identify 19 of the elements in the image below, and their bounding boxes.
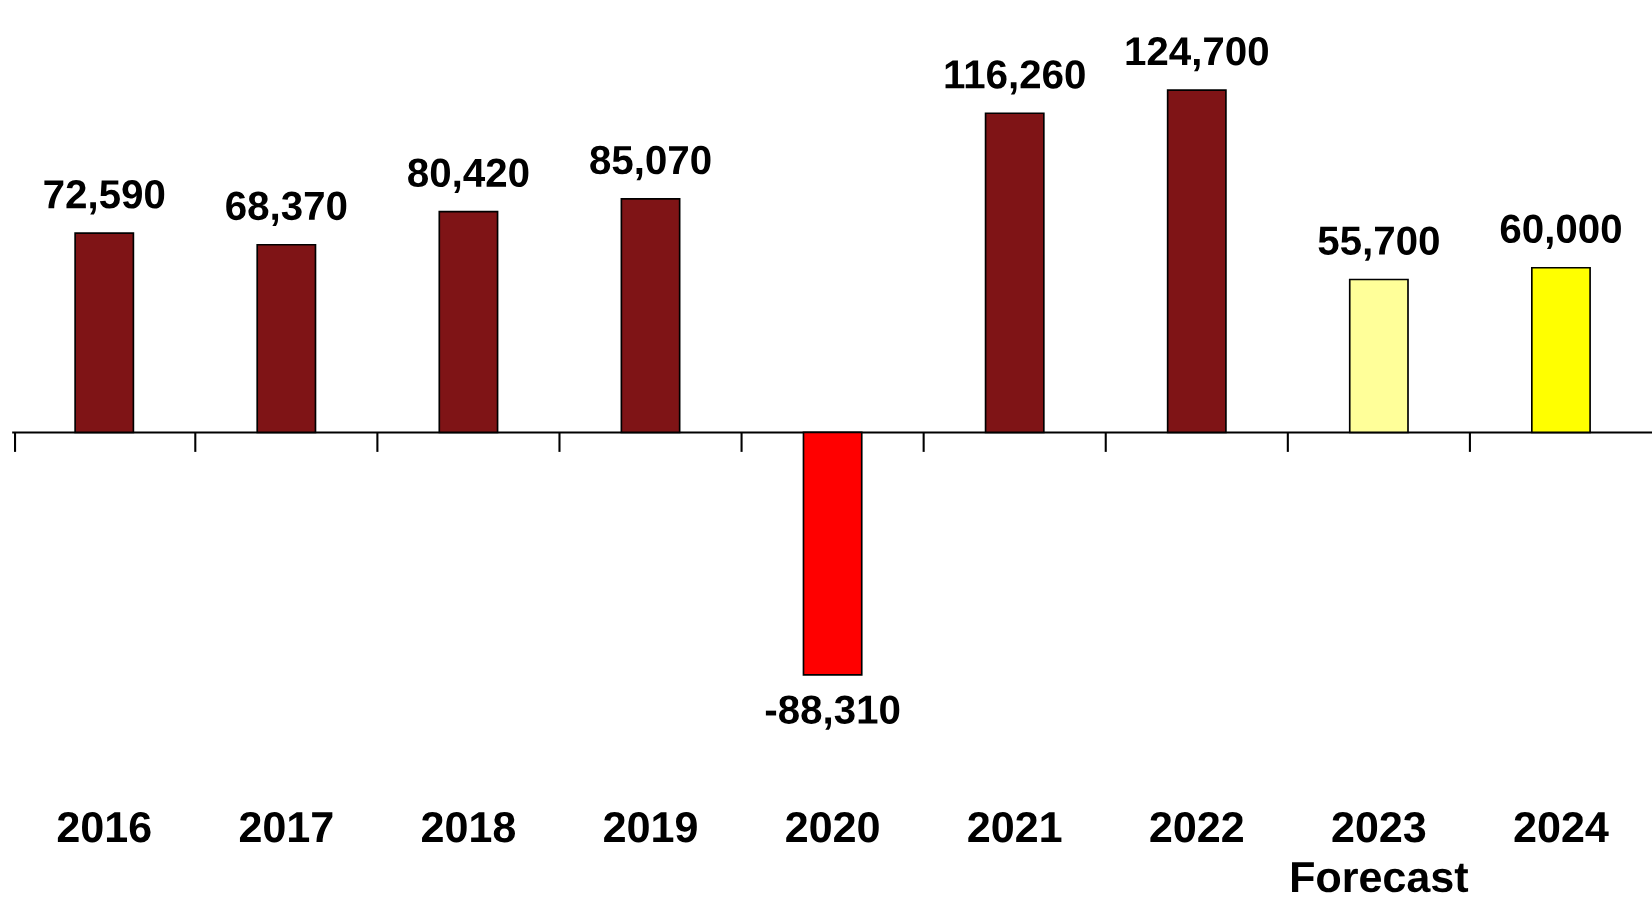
data-label: 55,700 xyxy=(1318,226,1439,261)
text: Forecast xyxy=(1292,862,1469,893)
x-tick-label: 2017 xyxy=(239,811,333,843)
x-tick-label: 2020 xyxy=(786,811,879,843)
data-label: 85,070 xyxy=(590,145,711,181)
data-label: -88,310 xyxy=(765,695,900,730)
data-label: 60,000 xyxy=(1500,214,1621,249)
data-label: 124,700 xyxy=(1126,36,1268,72)
x-tick-label: 2016 xyxy=(57,811,151,843)
x-tick-label: 2023 xyxy=(1332,811,1426,843)
x-tick-label: 2024 xyxy=(1514,811,1609,843)
data-label: 80,420 xyxy=(408,158,529,193)
x-tick-label: 2021 xyxy=(968,811,1062,843)
x-tick-label: 2022 xyxy=(1150,811,1243,843)
x-tick-label: 2019 xyxy=(604,811,697,843)
data-label: 68,370 xyxy=(226,191,347,226)
data-label: 72,590 xyxy=(44,180,165,215)
data-label: 116,260 xyxy=(945,60,1085,95)
x-tick-label: 2018 xyxy=(422,811,516,843)
